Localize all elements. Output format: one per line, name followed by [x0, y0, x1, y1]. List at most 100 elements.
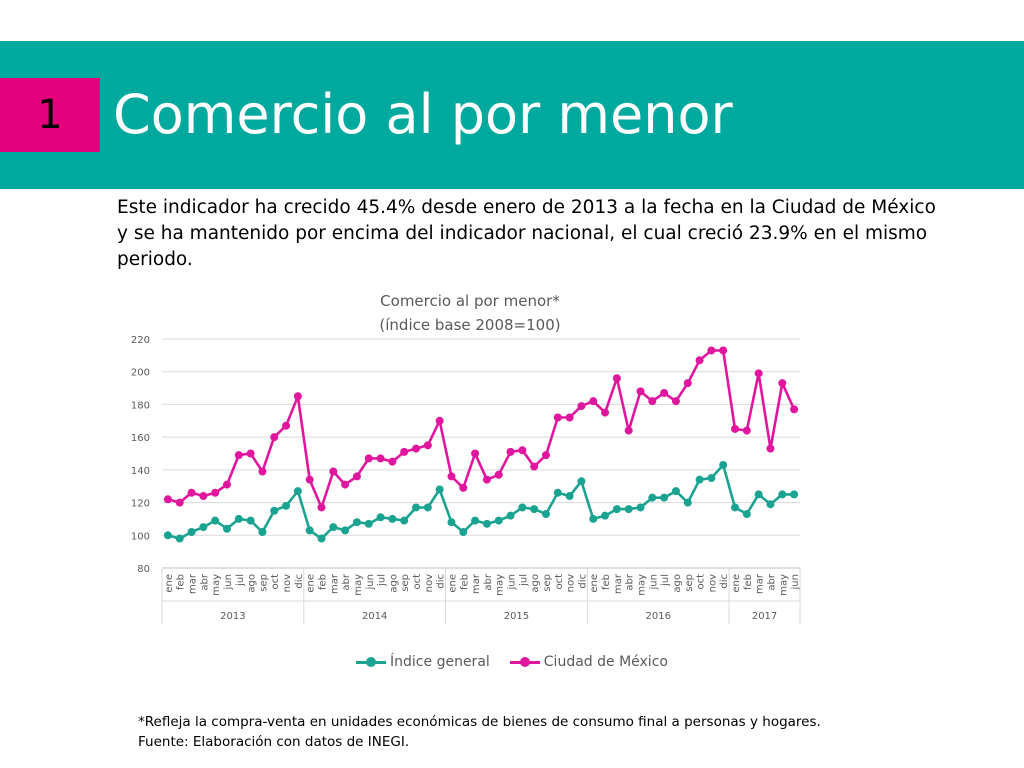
data-point-cdmx [435, 416, 444, 425]
x-tick-label: ago [530, 574, 541, 593]
x-tick-label: ene [306, 574, 317, 593]
data-point-cdmx [518, 446, 527, 455]
data-point-cdmx [530, 462, 539, 471]
chart-subtitle: (índice base 2008=100) [379, 316, 561, 334]
data-point-general [766, 500, 775, 509]
data-point-general [601, 511, 610, 520]
data-point-general [234, 514, 243, 523]
data-point-cdmx [471, 449, 480, 458]
x-tick-label: feb [601, 574, 612, 590]
data-point-general [187, 528, 196, 537]
x-tick-label: may [211, 574, 222, 596]
data-point-cdmx [589, 397, 598, 406]
series-line-cdmx [167, 349, 796, 509]
x-tick-label: ene [164, 574, 175, 593]
x-tick-label: jul [518, 574, 529, 587]
x-tick-label: ene [447, 574, 458, 593]
data-point-cdmx [258, 467, 267, 476]
x-tick-label: mar [755, 573, 766, 594]
x-tick-label: abr [766, 573, 777, 590]
legend-item-general: Índice general [356, 654, 490, 670]
data-point-cdmx [506, 447, 515, 456]
data-point-general [778, 490, 787, 499]
chart-legend: Índice general Ciudad de México [0, 654, 1024, 670]
data-point-general [163, 531, 172, 540]
data-point-cdmx [553, 413, 562, 422]
x-tick-label: oct [554, 574, 565, 590]
footnote: *Refleja la compra-venta en unidades eco… [138, 712, 821, 752]
data-point-cdmx [364, 454, 373, 463]
data-point-cdmx [790, 405, 799, 414]
y-tick-label: 80 [137, 564, 150, 575]
data-point-general [589, 514, 598, 523]
data-point-cdmx [707, 346, 716, 355]
legend-swatch-general [356, 657, 387, 667]
y-tick-label: 140 [131, 466, 150, 477]
data-point-general [258, 528, 267, 537]
data-point-general [553, 488, 562, 497]
data-point-general [388, 514, 397, 523]
data-point-cdmx [778, 379, 787, 388]
x-tick-label: nov [424, 574, 435, 592]
data-point-cdmx [482, 475, 491, 484]
y-tick-label: 180 [131, 400, 150, 411]
x-tick-label: oct [696, 574, 707, 590]
data-point-general [707, 474, 716, 483]
data-point-general [494, 516, 503, 525]
legend-swatch-cdmx [509, 657, 540, 667]
data-point-general [624, 505, 633, 514]
x-tick-label: jul [660, 574, 671, 587]
x-tick-label: mar [329, 573, 340, 594]
series-line-general [167, 463, 795, 540]
data-point-cdmx [754, 369, 763, 378]
data-point-cdmx [541, 451, 550, 460]
data-point-cdmx [565, 413, 574, 422]
x-tick-label: may [637, 574, 648, 596]
data-point-cdmx [222, 480, 231, 489]
data-point-general [341, 526, 350, 535]
data-point-cdmx [282, 421, 291, 430]
data-point-general [352, 518, 361, 527]
data-point-general [376, 513, 385, 522]
data-point-general [246, 516, 255, 525]
data-point-cdmx [341, 480, 350, 489]
x-tick-label: ago [247, 574, 258, 593]
data-point-general [423, 503, 432, 512]
x-tick-label: abr [341, 573, 352, 590]
section-number: 1 [37, 92, 63, 138]
data-point-cdmx [447, 472, 456, 481]
data-point-cdmx [423, 441, 432, 450]
data-point-cdmx [163, 495, 172, 504]
x-tick-label: jul [377, 574, 388, 587]
data-point-cdmx [695, 356, 704, 365]
data-point-general [175, 534, 184, 543]
data-point-general [636, 503, 645, 512]
data-point-cdmx [305, 475, 314, 484]
data-point-cdmx [234, 451, 243, 460]
year-label: 2015 [504, 611, 529, 622]
data-point-cdmx [412, 444, 421, 453]
data-point-cdmx [270, 433, 279, 442]
data-point-general [447, 518, 456, 527]
x-tick-label: feb [743, 574, 754, 590]
data-point-general [648, 493, 657, 502]
data-point-cdmx [612, 374, 621, 383]
data-point-cdmx [660, 388, 669, 397]
x-tick-label: ene [731, 574, 742, 593]
data-point-general [270, 506, 279, 515]
x-tick-label: abr [483, 573, 494, 590]
chart-title-line1: Comercio al por menor* [380, 292, 560, 310]
x-tick-label: jun [507, 574, 518, 590]
x-tick-label: may [495, 574, 506, 596]
x-tick-label: nov [282, 574, 293, 592]
year-label: 2016 [645, 611, 670, 622]
data-point-general [305, 526, 314, 535]
data-point-cdmx [400, 447, 409, 456]
x-tick-label: abr [199, 573, 210, 590]
x-tick-label: may [778, 574, 789, 596]
legend-label-cdmx: Ciudad de México [543, 654, 668, 670]
data-point-cdmx [352, 472, 361, 481]
y-tick-label: 200 [131, 368, 150, 379]
data-point-cdmx [293, 392, 302, 401]
